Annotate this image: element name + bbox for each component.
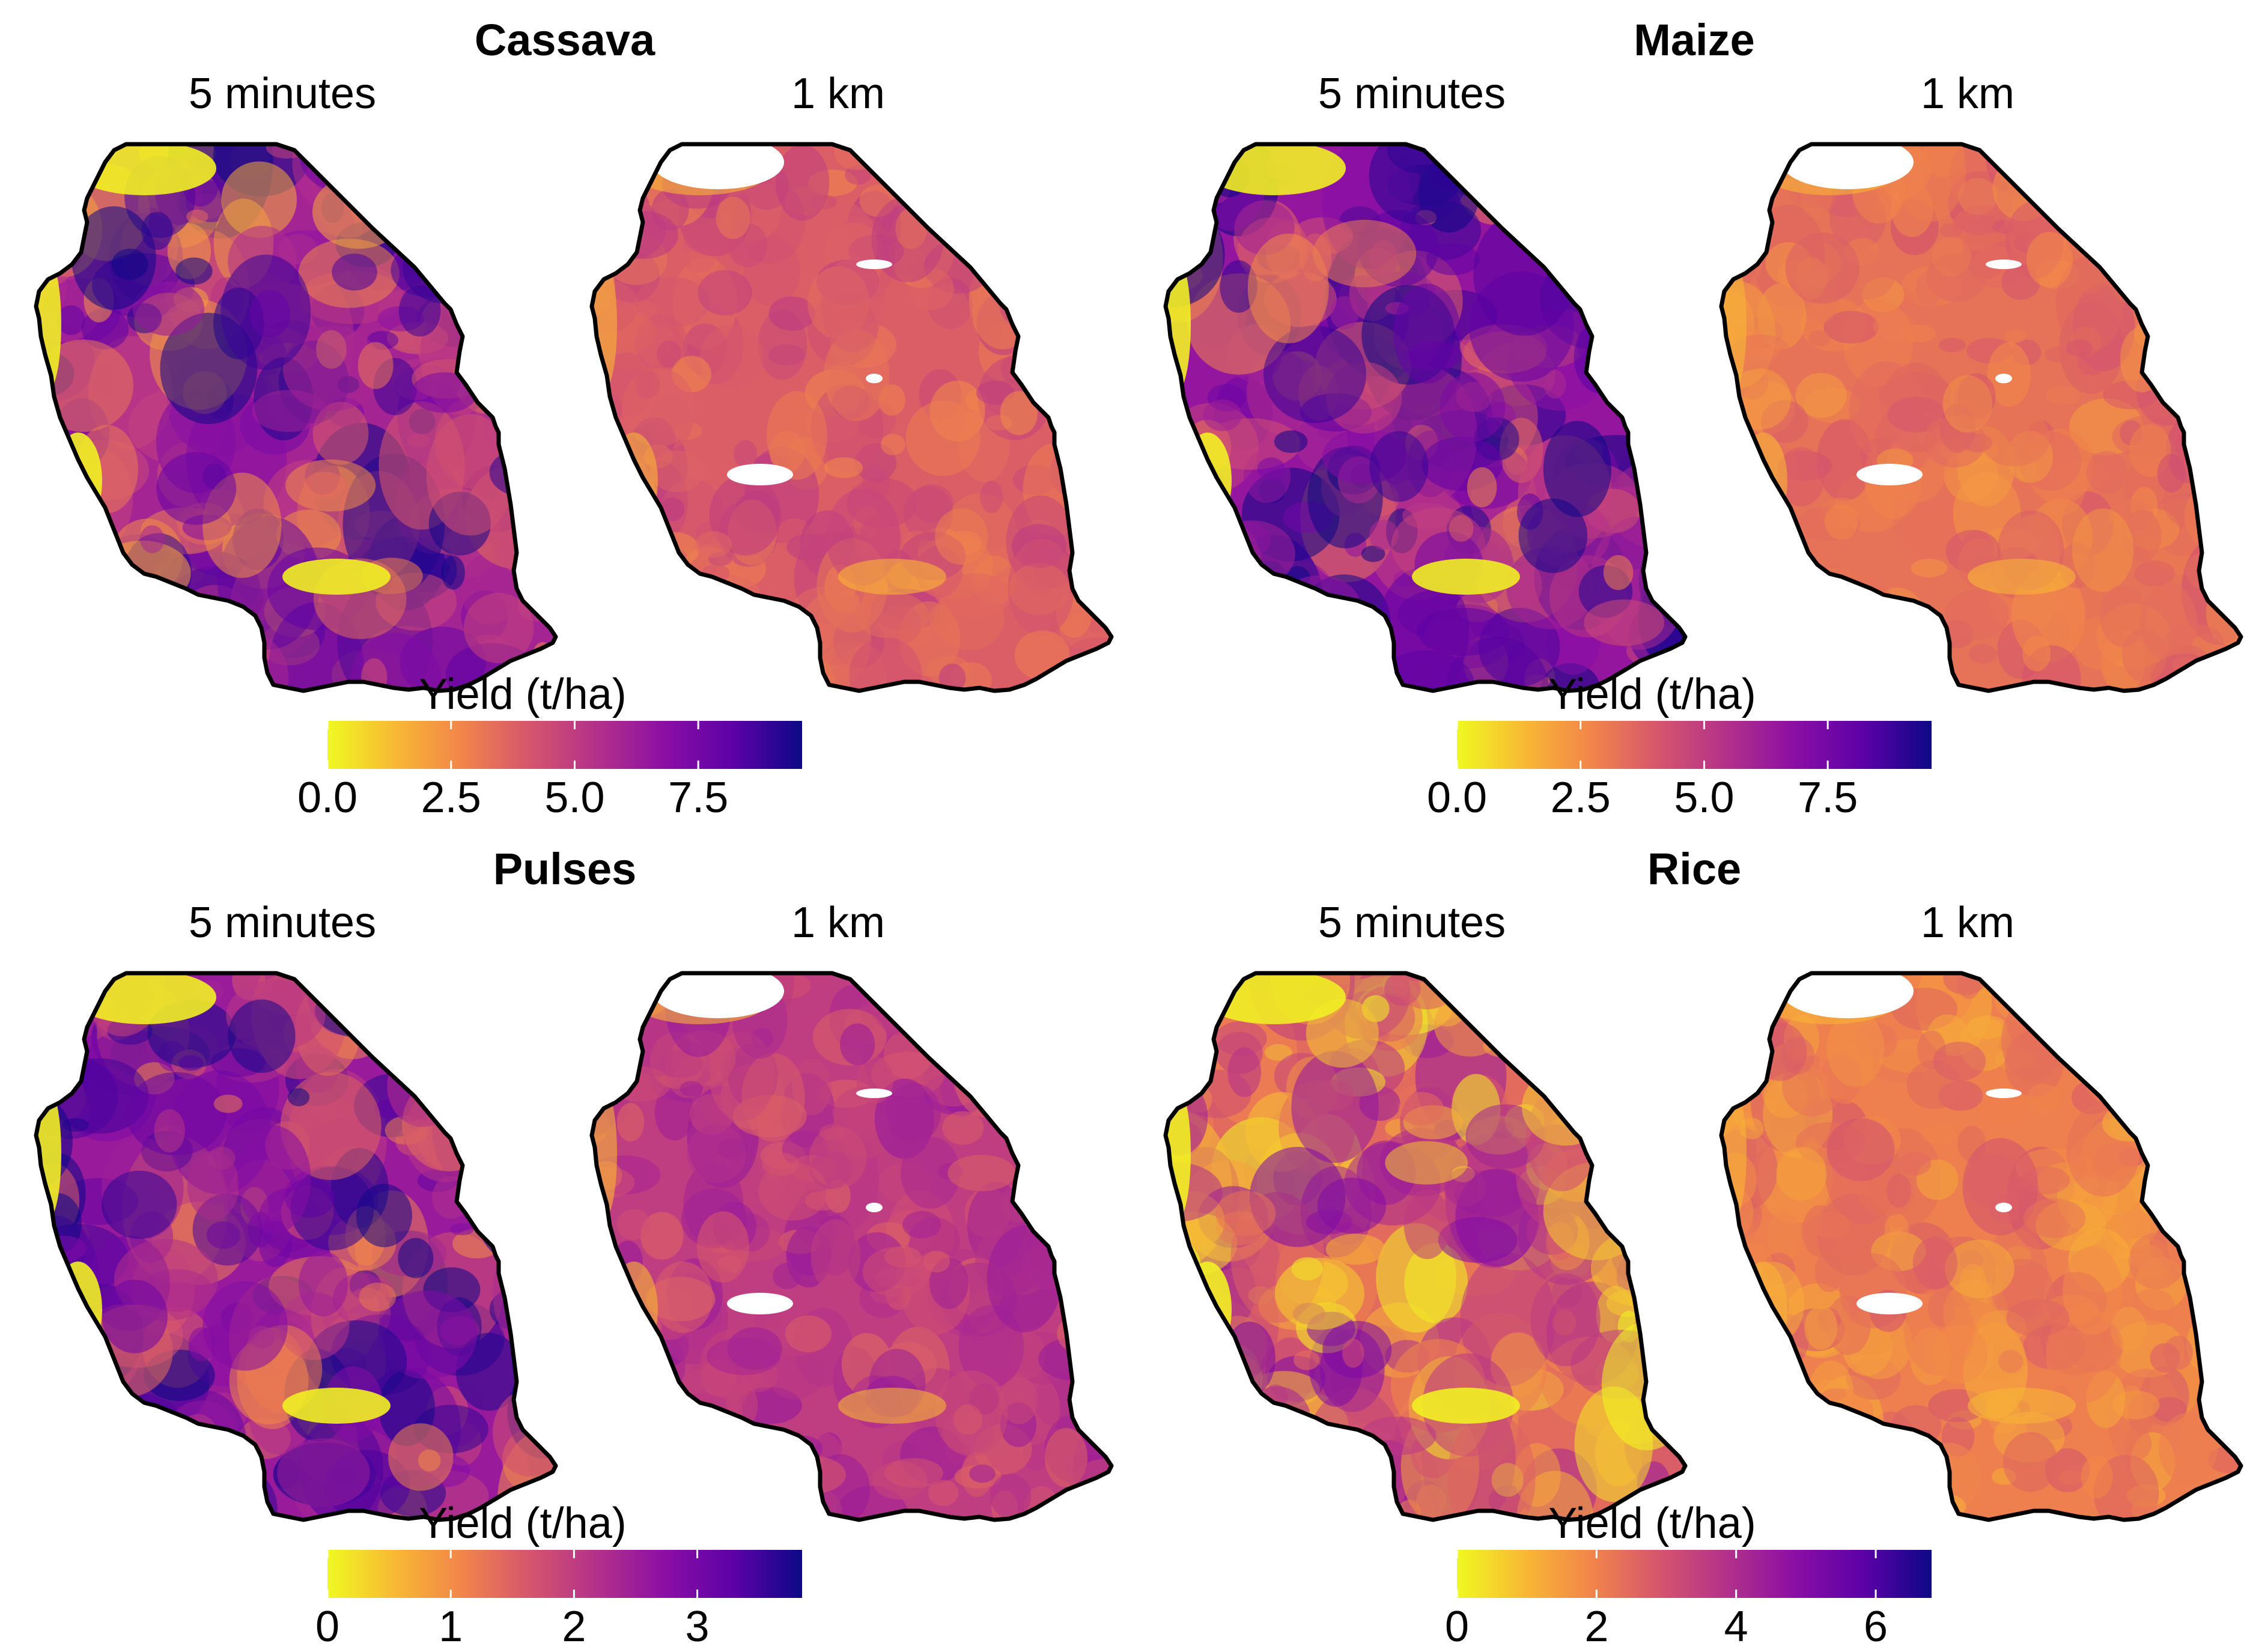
crop-title: Maize <box>1634 15 1755 65</box>
crop-title: Cassava <box>475 15 655 65</box>
colorbar-tick-label: 2 <box>1584 1603 1608 1651</box>
yield-map-1km <box>1686 929 2253 1569</box>
colorbar-tick-label: 2 <box>562 1603 586 1651</box>
colorbar-tick-label: 5.0 <box>1674 774 1734 822</box>
colorbar: Yield (t/ha) 0 1 2 3 <box>315 1499 802 1651</box>
colorbar-tick-label: 2.5 <box>421 774 481 822</box>
yield-map-1km <box>556 930 1143 1550</box>
resolution-label: 1 km <box>1921 899 2014 947</box>
panel-cassava: Cassava 5 minutes 1 km Yield (t/ha) 0.0 2.5 5.… <box>0 15 1134 822</box>
colorbar-tick-label: 7.5 <box>1798 774 1858 822</box>
yield-map-5min <box>1126 924 1719 1565</box>
colorbar-bar <box>327 1550 802 1598</box>
panel-maize: Maize 5 minutes 1 km Yield (t/ha) 0.0 2.5 5.0 7… <box>1117 15 2253 822</box>
yield-map-1km <box>1694 117 2253 721</box>
yield-map-5min <box>0 916 597 1582</box>
colorbar-tick-label: 4 <box>1724 1603 1748 1651</box>
colorbar-tick-label: 0 <box>1445 1603 1469 1651</box>
colorbar-tick-label: 0.0 <box>1427 774 1487 822</box>
yield-map-5min <box>1117 109 1731 739</box>
resolution-label: 1 km <box>1921 70 2014 118</box>
colorbar-bar <box>1457 721 1932 769</box>
yield-map-5min <box>0 87 588 754</box>
resolution-label: 5 minutes <box>1318 70 1506 118</box>
resolution-label: 5 minutes <box>1318 899 1506 947</box>
panel-rice: Rice 5 minutes 1 km Yield (t/ha) 0 2 4 6 <box>1126 844 2253 1651</box>
colorbar-tick-label: 3 <box>686 1603 710 1651</box>
resolution-label: 1 km <box>791 899 885 947</box>
colorbar-bar <box>327 721 802 769</box>
colorbar-title: Yield (t/ha) <box>1548 670 1756 718</box>
panel-pulses: Pulses 5 minutes 1 km Yield (t/ha) 0 1 2 3 <box>0 844 1143 1651</box>
yield-map-1km <box>562 112 1134 730</box>
colorbar-tick-label: 0 <box>315 1603 339 1651</box>
colorbar: Yield (t/ha) 0 2 4 6 <box>1445 1499 1932 1651</box>
colorbar: Yield (t/ha) 0.0 2.5 5.0 7.5 <box>1427 670 1932 822</box>
colorbar-tick-label: 7.5 <box>668 774 728 822</box>
colorbar-tick-label: 6 <box>1864 1603 1888 1651</box>
crop-title: Pulses <box>493 844 637 894</box>
resolution-label: 5 minutes <box>189 899 376 947</box>
resolution-label: 1 km <box>791 70 885 118</box>
colorbar-tick-label: 5.0 <box>544 774 604 822</box>
colorbar-tick-label: 1 <box>439 1603 463 1651</box>
colorbar-tick-label: 2.5 <box>1551 774 1611 822</box>
colorbar: Yield (t/ha) 0.0 2.5 5.0 7.5 <box>297 670 802 822</box>
colorbar-tick-label: 0.0 <box>297 774 357 822</box>
colorbar-title: Yield (t/ha) <box>1548 1499 1756 1547</box>
colorbar-bar <box>1457 1550 1932 1598</box>
crop-title: Rice <box>1647 844 1741 894</box>
colorbar-title: Yield (t/ha) <box>419 670 626 718</box>
resolution-label: 5 minutes <box>189 70 376 118</box>
colorbar-title: Yield (t/ha) <box>419 1499 626 1547</box>
